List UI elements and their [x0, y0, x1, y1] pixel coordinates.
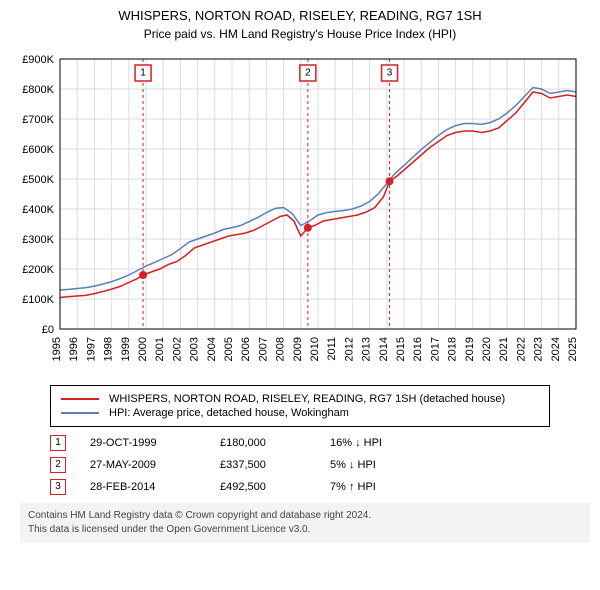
chart-container: WHISPERS, NORTON ROAD, RISELEY, READING,… [0, 0, 600, 553]
svg-text:£800K: £800K [22, 84, 54, 96]
footer-line-2: This data is licensed under the Open Gov… [28, 523, 582, 537]
chart-subtitle: Price paid vs. HM Land Registry's House … [10, 27, 590, 41]
svg-text:2020: 2020 [481, 337, 493, 361]
svg-text:2000: 2000 [137, 337, 149, 361]
sales-price: £180,000 [220, 437, 330, 449]
sales-row: 3 28-FEB-2014£492,5007% ↑ HPI [50, 479, 590, 495]
svg-text:1997: 1997 [85, 337, 97, 361]
svg-text:2013: 2013 [361, 337, 373, 361]
sales-date: 29-OCT-1999 [90, 437, 220, 449]
legend-label: HPI: Average price, detached house, Woki… [109, 407, 349, 419]
legend-swatch [61, 412, 99, 414]
sales-marker: 2 [50, 457, 66, 473]
sales-table: 1 29-OCT-1999£180,00016% ↓ HPI 2 27-MAY-200… [50, 435, 590, 495]
svg-text:2008: 2008 [275, 337, 287, 361]
svg-text:2001: 2001 [154, 337, 166, 361]
sales-date: 28-FEB-2014 [90, 481, 220, 493]
sales-hpi: 5% ↓ HPI [330, 459, 440, 471]
svg-text:2009: 2009 [292, 337, 304, 361]
svg-text:£100K: £100K [22, 294, 54, 306]
svg-text:£700K: £700K [22, 114, 54, 126]
svg-text:2004: 2004 [206, 337, 218, 361]
svg-text:2: 2 [305, 67, 311, 78]
svg-text:2023: 2023 [533, 337, 545, 361]
chart-title: WHISPERS, NORTON ROAD, RISELEY, READING,… [10, 8, 590, 25]
svg-text:£300K: £300K [22, 234, 54, 246]
svg-text:2014: 2014 [378, 337, 390, 361]
svg-text:3: 3 [387, 67, 393, 78]
svg-text:2021: 2021 [498, 337, 510, 361]
sales-row: 1 29-OCT-1999£180,00016% ↓ HPI [50, 435, 590, 451]
svg-text:2005: 2005 [223, 337, 235, 361]
sales-price: £492,500 [220, 481, 330, 493]
sales-marker: 1 [50, 435, 66, 451]
svg-text:1996: 1996 [68, 337, 80, 361]
svg-text:1: 1 [140, 67, 146, 78]
sales-row: 2 27-MAY-2009£337,5005% ↓ HPI [50, 457, 590, 473]
sales-hpi: 7% ↑ HPI [330, 481, 440, 493]
svg-text:2006: 2006 [240, 337, 252, 361]
svg-text:2011: 2011 [326, 337, 338, 361]
svg-text:2010: 2010 [309, 337, 321, 361]
legend-item: WHISPERS, NORTON ROAD, RISELEY, READING,… [61, 393, 539, 405]
svg-text:2015: 2015 [395, 337, 407, 361]
svg-text:2018: 2018 [447, 337, 459, 361]
legend-swatch [61, 398, 99, 400]
svg-text:£400K: £400K [22, 204, 54, 216]
sales-date: 27-MAY-2009 [90, 459, 220, 471]
svg-text:2012: 2012 [343, 337, 355, 361]
sales-price: £337,500 [220, 459, 330, 471]
svg-text:£900K: £900K [22, 54, 54, 66]
svg-text:2002: 2002 [171, 337, 183, 361]
sales-marker: 3 [50, 479, 66, 495]
chart-svg: £0 £100K £200K £300K £400K £500K £600K £700K £80… [10, 49, 590, 379]
svg-text:£500K: £500K [22, 174, 54, 186]
svg-text:2017: 2017 [429, 337, 441, 361]
svg-text:2019: 2019 [464, 337, 476, 361]
svg-text:1995: 1995 [51, 337, 63, 361]
svg-text:2007: 2007 [257, 337, 269, 361]
svg-text:£200K: £200K [22, 264, 54, 276]
svg-text:2016: 2016 [412, 337, 424, 361]
chart-area: £0 £100K £200K £300K £400K £500K £600K £700K £80… [10, 49, 590, 379]
footer-line-1: Contains HM Land Registry data © Crown c… [28, 509, 582, 523]
svg-text:£0: £0 [42, 324, 54, 336]
svg-text:2022: 2022 [515, 337, 527, 361]
svg-text:2025: 2025 [567, 337, 579, 361]
footer-box: Contains HM Land Registry data © Crown c… [20, 503, 590, 543]
sales-hpi: 16% ↓ HPI [330, 437, 440, 449]
svg-text:1998: 1998 [103, 337, 115, 361]
legend-box: WHISPERS, NORTON ROAD, RISELEY, READING,… [50, 385, 550, 427]
svg-text:2003: 2003 [189, 337, 201, 361]
svg-text:2024: 2024 [550, 337, 562, 361]
legend-item: HPI: Average price, detached house, Woki… [61, 407, 539, 419]
legend-label: WHISPERS, NORTON ROAD, RISELEY, READING,… [109, 393, 505, 405]
svg-text:£600K: £600K [22, 144, 54, 156]
svg-text:1999: 1999 [120, 337, 132, 361]
